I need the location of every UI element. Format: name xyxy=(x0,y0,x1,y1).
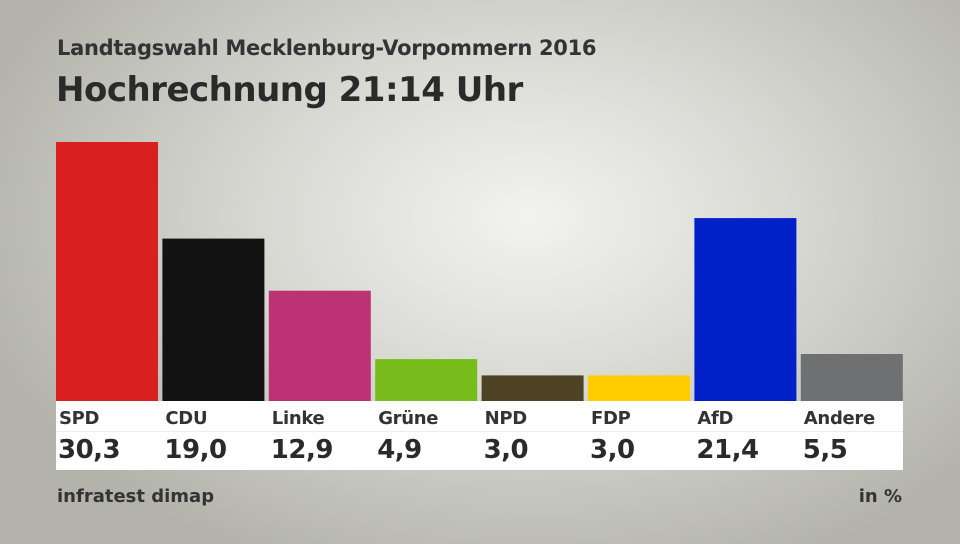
bar-spd xyxy=(56,142,158,401)
value-label: 3,0 xyxy=(483,435,529,465)
bar-grüne xyxy=(375,359,478,401)
value-label: 19,0 xyxy=(164,435,227,465)
bar-afd xyxy=(694,218,797,401)
category-label: Andere xyxy=(803,408,875,429)
value-label: 30,3 xyxy=(58,435,121,465)
category-label: FDP xyxy=(591,408,631,429)
bar-andere xyxy=(800,354,903,401)
value-label: 5,5 xyxy=(802,435,848,465)
label-divider xyxy=(56,431,903,432)
value-label: 4,9 xyxy=(377,435,422,465)
bar-cdu xyxy=(162,238,265,401)
bar-fdp xyxy=(588,375,690,401)
chart-title: Hochrechnung 21:14 Uhr xyxy=(56,70,523,110)
category-label: NPD xyxy=(484,408,528,429)
category-label: AfD xyxy=(697,408,734,429)
source-label: infratest dimap xyxy=(57,486,215,507)
bar-linke xyxy=(268,290,371,401)
bar-npd xyxy=(481,375,584,401)
label-panel xyxy=(56,401,903,470)
value-label: 12,9 xyxy=(270,435,334,465)
unit-label: in % xyxy=(858,486,902,507)
category-label: Linke xyxy=(271,408,325,429)
category-label: Grüne xyxy=(378,408,439,429)
category-label: SPD xyxy=(59,408,100,429)
value-label: 21,4 xyxy=(696,435,759,465)
value-label: 3,0 xyxy=(590,435,635,465)
category-label: CDU xyxy=(165,408,208,429)
chart-subtitle: Landtagswahl Mecklenburg-Vorpommern 2016 xyxy=(57,36,597,60)
